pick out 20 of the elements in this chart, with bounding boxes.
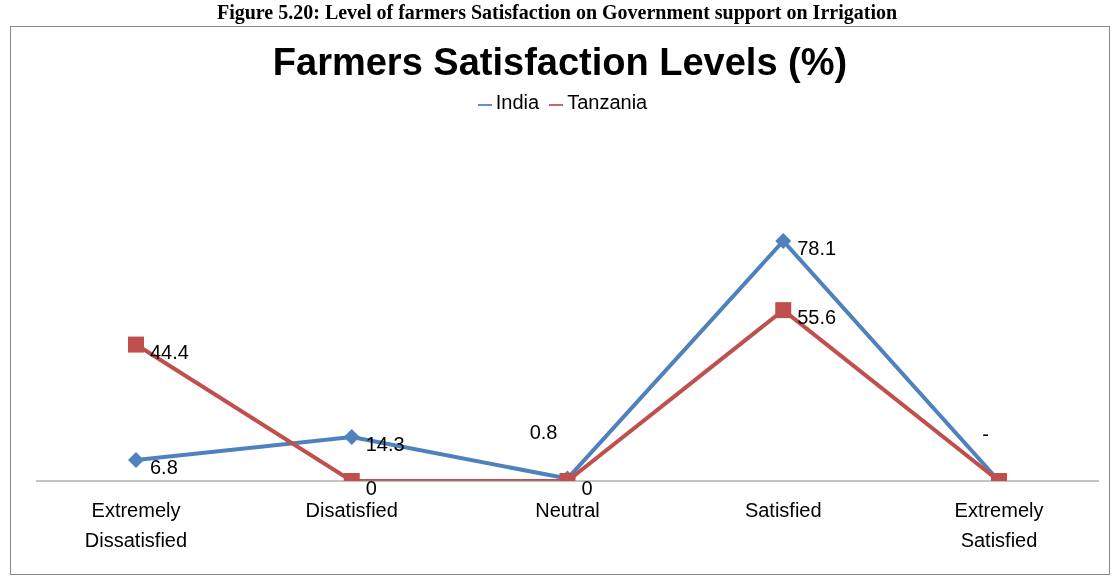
x-tick-label: Extremely Dissatisfied xyxy=(84,499,188,551)
data-label: 0 xyxy=(365,477,377,499)
data-label: 0 xyxy=(581,477,593,499)
data-label: - xyxy=(982,423,989,445)
x-tick-label: Satisfied xyxy=(744,499,822,521)
legend-label: India xyxy=(495,91,540,113)
point xyxy=(775,233,792,249)
legend-label: Tanzania xyxy=(567,91,648,113)
data-label: 44.4 xyxy=(150,340,189,363)
data-label: 0.8 xyxy=(529,420,558,443)
x-tick-label: Extremely Satisfied xyxy=(954,499,1044,551)
point xyxy=(128,336,144,353)
chart-title: Farmers Satisfaction Levels (%) xyxy=(271,41,849,85)
x-tick-label: Disatisfied xyxy=(305,499,398,521)
x-tick-label: Neutral xyxy=(535,499,600,521)
point xyxy=(775,302,792,319)
data-label: 6.8 xyxy=(150,456,178,479)
caption: Figure 5.20: Level of farmers Satisfaction on Government support on Irrigation xyxy=(215,0,899,24)
data-label: 55.6 xyxy=(797,306,837,329)
data-label: 78.1 xyxy=(797,237,837,259)
